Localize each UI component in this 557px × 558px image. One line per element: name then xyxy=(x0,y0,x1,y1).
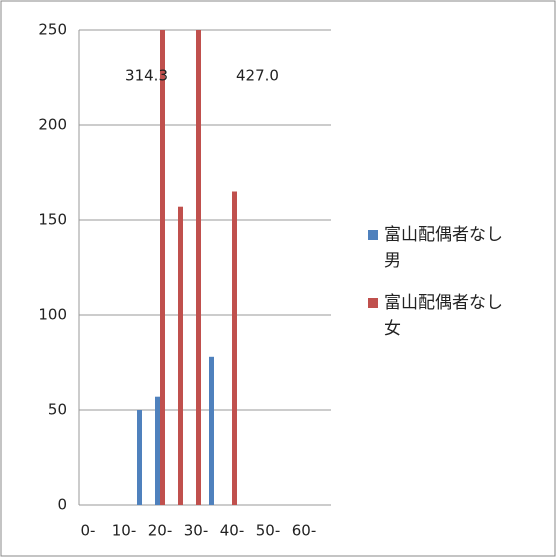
legend-swatch xyxy=(368,230,378,240)
bar xyxy=(155,396,160,505)
x-tick-label: 40- xyxy=(220,522,245,540)
y-tick-label: 250 xyxy=(38,21,67,39)
bars xyxy=(137,30,237,505)
y-tick-label: 200 xyxy=(38,116,67,134)
x-tick-label: 20- xyxy=(148,522,173,540)
legend: 富山配偶者なし男 富山配偶者なし女 xyxy=(368,222,518,358)
x-tick-label: 30- xyxy=(184,522,209,540)
bar xyxy=(209,356,214,505)
legend-item: 富山配偶者なし男 xyxy=(368,222,518,274)
x-tick-label: 0- xyxy=(81,522,96,540)
bar xyxy=(178,206,183,505)
y-tick-label: 50 xyxy=(48,401,67,419)
legend-swatch xyxy=(368,298,378,308)
y-tick-label: 150 xyxy=(38,211,67,229)
y-tick-label: 0 xyxy=(57,496,67,514)
x-tick-label: 60- xyxy=(292,522,317,540)
bar xyxy=(196,30,201,505)
bar xyxy=(137,410,142,505)
legend-label: 富山配偶者なし男 xyxy=(384,225,503,271)
y-tick-label: 100 xyxy=(38,306,67,324)
bar xyxy=(232,191,237,505)
legend-item: 富山配偶者なし女 xyxy=(368,290,518,342)
x-tick-label: 10- xyxy=(112,522,137,540)
legend-label: 富山配偶者なし女 xyxy=(384,293,503,339)
value-label: 427.0 xyxy=(236,67,279,85)
bar xyxy=(160,30,165,505)
value-label: 314.3 xyxy=(125,67,168,85)
x-tick-label: 50- xyxy=(256,522,281,540)
